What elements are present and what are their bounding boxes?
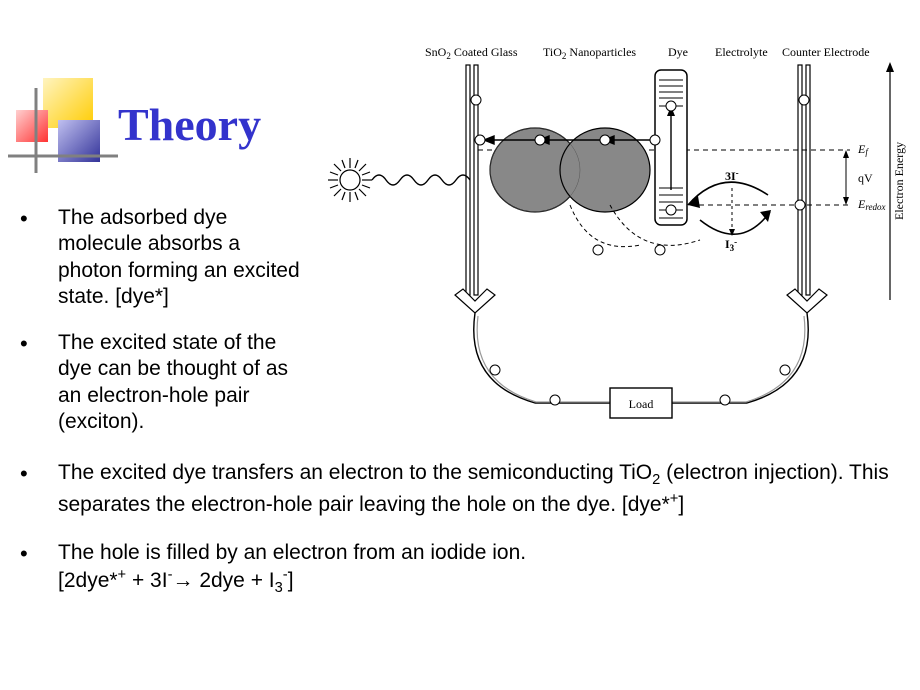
dssc-diagram: SnO2 Coated Glass TiO2 Nanoparticles Dye… <box>310 40 910 440</box>
label-energy-axis: Electron Energy <box>892 142 906 220</box>
label-load: Load <box>629 397 654 411</box>
logo-square-red <box>16 110 48 142</box>
bullet-text: The excited dye transfers an electron to… <box>58 461 889 516</box>
label-dye: Dye <box>668 45 688 59</box>
bullet-list-bottom: The excited dye transfers an electron to… <box>20 460 890 620</box>
label-ef: Ef <box>857 142 869 157</box>
energy-axis: Electron Energy <box>886 62 906 300</box>
label-3i: 3I- <box>725 168 739 183</box>
list-item: The adsorbed dye molecule absorbs a phot… <box>20 205 300 310</box>
list-item: The excited state of the dye can be thou… <box>20 330 300 435</box>
label-counter: Counter Electrode <box>782 45 870 59</box>
dye-box <box>655 70 687 225</box>
label-qv: qV <box>858 171 873 185</box>
electron-marker <box>593 245 603 255</box>
list-item: The hole is filled by an electron from a… <box>20 540 890 598</box>
label-electrolyte: Electrolyte <box>715 45 768 59</box>
load-box: Load <box>610 388 672 418</box>
bullet-text: The hole is filled by an electron from a… <box>58 541 526 592</box>
sun-icon <box>328 158 372 202</box>
redox-cycle: 3I- I3- <box>688 168 771 253</box>
left-clip <box>455 289 495 313</box>
label-tio2: TiO2 Nanoparticles <box>543 45 636 61</box>
bullet-list-left: The adsorbed dye molecule absorbs a phot… <box>20 205 300 455</box>
page-title: Theory <box>118 98 261 151</box>
right-clip <box>787 289 827 313</box>
label-eredox: Eredox <box>857 197 886 212</box>
photon-wave <box>372 175 470 185</box>
logo-block <box>8 78 118 178</box>
label-sno2: SnO2 Coated Glass <box>425 45 518 61</box>
list-item: The excited dye transfers an electron to… <box>20 460 890 518</box>
label-i3: I3- <box>725 237 737 253</box>
electron-marker <box>655 245 665 255</box>
